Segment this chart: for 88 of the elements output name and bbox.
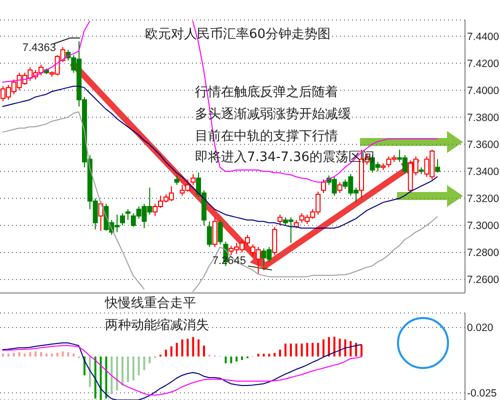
bar [100,356,102,400]
bar [45,354,48,356]
bar [300,344,303,356]
bar [224,356,227,364]
bar [290,344,292,356]
text: 快慢线重合走平 [105,296,196,312]
bar [241,356,244,360]
bar [116,356,118,391]
bar [29,352,32,356]
bar [12,352,15,356]
y-tick-label: 7.3200 [467,193,500,206]
y-tick-label: 7.3000 [467,220,500,232]
bar [176,342,178,356]
y-tick-label: -0.025 [467,387,497,400]
bar [62,351,64,356]
bar [350,341,352,356]
candlestick [125,208,130,221]
y-tick-label: 7.2800 [467,247,500,260]
candlestick [272,226,278,256]
bar [192,337,194,356]
bar [328,337,330,356]
y-tick-label: 0.020 [467,322,494,334]
bar [34,351,37,356]
candlestick [174,174,180,186]
bar [56,352,58,356]
bar [360,344,363,356]
bar [317,342,320,356]
bar [88,356,91,387]
bar [312,342,314,356]
bar [50,354,53,356]
bar [170,346,172,356]
line-series [2,86,438,229]
candlestick [218,220,223,245]
bar [126,356,129,382]
bar [198,339,200,356]
y-tick-label: 7.3400 [467,166,500,178]
bar [24,354,26,356]
bar [236,356,238,362]
y-tick-label: 7.4400 [467,30,500,43]
bar [181,339,184,356]
candlestick [320,178,326,194]
bar [230,356,232,364]
bar [274,353,276,356]
bar [306,342,308,356]
candlestick [435,158,440,174]
y-tick-label: 7.3800 [467,112,500,124]
bar [67,352,70,356]
bar [262,354,265,356]
bar [94,356,96,399]
bar [18,352,20,356]
bar [40,352,42,356]
bar [122,356,124,386]
y-tick-label: 7.2600 [467,274,500,286]
text: 欧元对人民币汇率60分钟走势图 [145,27,331,43]
bar [7,354,10,356]
candlestick [212,216,218,248]
bar [72,354,75,356]
bar [257,354,260,356]
bar [322,339,324,356]
candlestick [120,212,126,226]
bar [138,356,140,376]
candlestick [278,214,283,226]
bar [202,346,205,356]
bar [355,342,358,356]
bar [132,356,134,380]
bar [2,354,4,356]
annotation: 7.4363 [22,41,56,55]
bar [186,338,189,356]
annotation: 两种动能缩减消失 [105,318,209,334]
bar [164,350,167,356]
candlestick [190,174,196,186]
bar [105,356,108,399]
candlestick [337,182,342,194]
y-tick-label: 7.3600 [467,139,500,152]
bar [344,339,346,356]
bar [284,344,286,356]
bar [333,336,336,356]
candlestick [206,220,212,248]
bar [148,356,151,364]
candlestick [98,200,104,232]
bar [295,344,298,356]
bar [279,350,282,356]
bar [143,356,146,370]
bar [338,338,341,356]
y-tick-label: 7.4200 [467,58,500,70]
y-tick-label: 7.4000 [467,85,500,98]
bar [110,356,113,394]
bar [268,354,270,356]
